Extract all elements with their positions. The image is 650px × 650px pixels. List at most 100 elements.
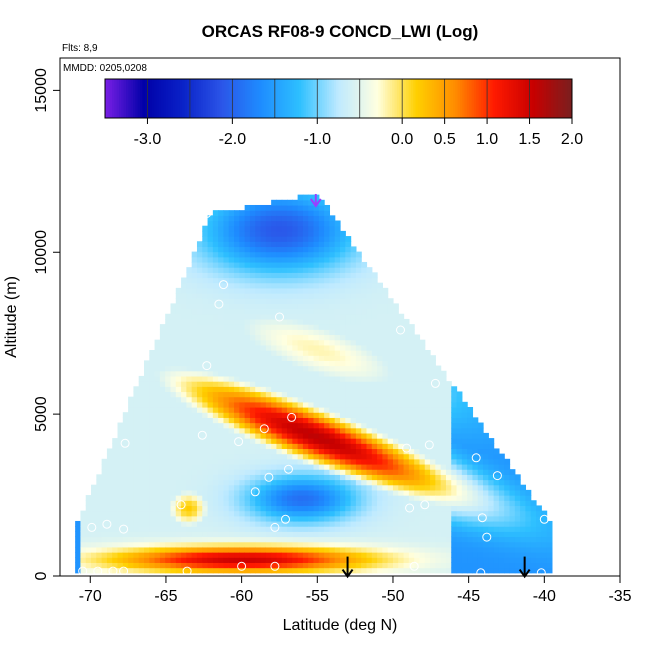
heatmap-cell	[440, 531, 447, 538]
heatmap-cell	[186, 495, 193, 501]
heatmap-cell	[239, 562, 246, 569]
heatmap-cell	[287, 474, 293, 481]
colorbar-swatch	[126, 79, 129, 118]
heatmap-cell	[324, 412, 331, 418]
heatmap-cell	[218, 236, 225, 242]
heatmap-cell	[329, 256, 336, 263]
heatmap-cell	[377, 391, 383, 398]
heatmap-cell	[445, 526, 452, 532]
obs-point	[275, 312, 284, 322]
heatmap-cell	[223, 531, 230, 538]
heatmap-cell	[308, 230, 315, 237]
heatmap-cell	[345, 489, 352, 496]
obs-point	[119, 566, 129, 576]
heatmap-cell	[255, 510, 262, 517]
heatmap-cell	[514, 546, 521, 553]
heatmap-cell	[345, 536, 352, 543]
heatmap-cell	[366, 438, 373, 444]
heatmap-cell	[355, 396, 362, 403]
heatmap-cell	[170, 515, 177, 522]
heatmap-cell	[165, 495, 172, 501]
heatmap-cell	[371, 489, 378, 496]
heatmap-cell	[382, 365, 389, 372]
heatmap-cell	[281, 293, 288, 299]
heatmap-cell	[260, 567, 267, 574]
heatmap-cell	[324, 246, 331, 253]
heatmap-cell	[175, 432, 182, 439]
heatmap-cell	[292, 552, 299, 558]
heatmap-cell	[324, 479, 331, 486]
heatmap-cell	[159, 469, 166, 475]
heatmap-cell	[281, 546, 288, 553]
heatmap-cell	[435, 375, 442, 382]
heatmap-cell	[445, 469, 452, 475]
colorbar-swatch	[492, 79, 496, 118]
heatmap-cell	[292, 443, 299, 450]
heatmap-cell	[212, 500, 219, 507]
heatmap-cell	[440, 557, 447, 563]
heatmap-cell	[366, 531, 373, 538]
heatmap-cell	[340, 282, 346, 289]
heatmap-cell	[345, 443, 352, 450]
colorbar-swatch	[410, 79, 414, 118]
heatmap-cell	[159, 381, 166, 387]
heatmap-cell	[244, 505, 251, 512]
heatmap-cell	[80, 546, 87, 553]
heatmap-cell	[287, 318, 293, 325]
heatmap-cell	[361, 329, 368, 336]
heatmap-cell	[228, 251, 235, 258]
heatmap-cell	[287, 407, 293, 413]
heatmap-cell	[308, 526, 315, 532]
heatmap-cell	[392, 417, 399, 424]
heatmap-cell	[149, 484, 156, 491]
obs-point	[120, 438, 130, 448]
heatmap-cell	[340, 469, 346, 475]
heatmap-cell	[265, 489, 272, 496]
heatmap-cell	[85, 536, 92, 543]
heatmap-cell	[271, 282, 278, 289]
heatmap-cell	[498, 531, 505, 538]
heatmap-cell	[218, 386, 225, 393]
heatmap-cell	[287, 515, 293, 522]
heatmap-cell	[138, 541, 145, 548]
heatmap-cell	[292, 298, 299, 304]
heatmap-cell	[297, 370, 304, 377]
heatmap-cell	[340, 489, 346, 496]
heatmap-cell	[525, 531, 532, 538]
heatmap-cell	[361, 360, 368, 367]
heatmap-cell	[234, 489, 240, 496]
heatmap-cell	[355, 350, 362, 356]
heatmap-cell	[260, 344, 267, 351]
heatmap-cell	[324, 277, 331, 284]
heatmap-cell	[366, 313, 373, 320]
heatmap-cell	[329, 360, 336, 367]
heatmap-cell	[234, 536, 240, 543]
heatmap-cell	[302, 458, 309, 465]
heatmap-cell	[366, 541, 373, 548]
heatmap-cell	[318, 479, 325, 486]
heatmap-cell	[170, 344, 177, 351]
heatmap-cell	[96, 515, 103, 522]
heatmap-cell	[138, 386, 145, 393]
heatmap-cell	[144, 520, 150, 527]
heatmap-cell	[276, 386, 283, 393]
heatmap-cell	[514, 495, 521, 501]
obs-point	[396, 325, 405, 335]
heatmap-cell	[287, 241, 293, 248]
heatmap-cell	[366, 360, 373, 367]
heatmap-cell	[186, 453, 193, 460]
heatmap-cell	[340, 412, 346, 418]
heatmap-cell	[398, 526, 405, 532]
heatmap-cell	[244, 298, 251, 304]
heatmap-cell	[191, 277, 198, 284]
heatmap-cell	[398, 552, 405, 558]
heatmap-cell	[265, 344, 272, 351]
heatmap-cell	[191, 505, 198, 512]
heatmap-cell	[255, 267, 262, 273]
heatmap-cell	[456, 552, 463, 558]
heatmap-cell	[371, 386, 378, 393]
heatmap-cell	[202, 422, 209, 429]
heatmap-cell	[345, 318, 352, 325]
heatmap-cell	[154, 427, 161, 434]
heatmap-cell	[329, 272, 336, 279]
